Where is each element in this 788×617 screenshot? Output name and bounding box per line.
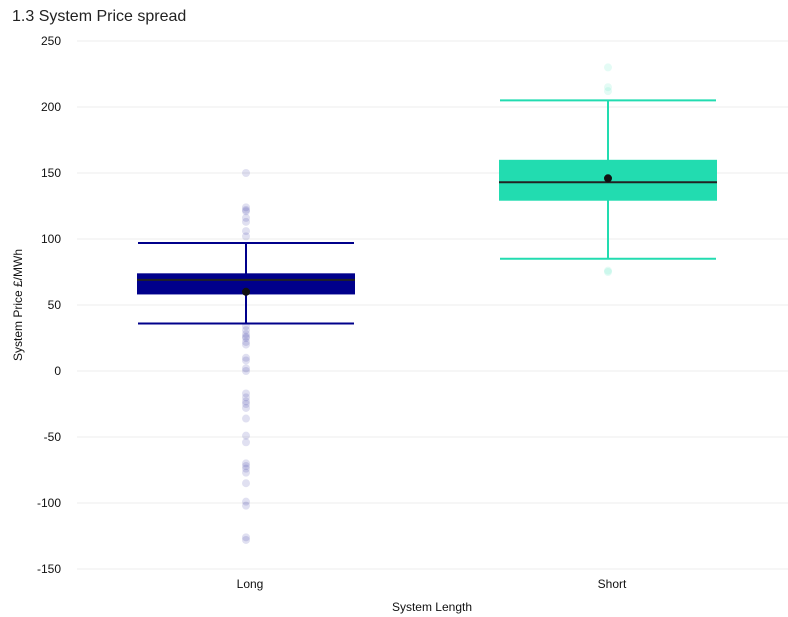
- outlier-point: [242, 464, 250, 473]
- outlier-point: [242, 414, 250, 423]
- outlier-point: [242, 459, 250, 468]
- outlier-point: [604, 268, 612, 276]
- x-tick-label: Long: [237, 577, 264, 591]
- outlier-point: [604, 83, 612, 92]
- outlier-point: [242, 535, 250, 544]
- outlier-point: [242, 232, 250, 241]
- outlier-point: [242, 462, 250, 471]
- outlier-point: [242, 479, 250, 488]
- chart-title: 1.3 System Price spread: [12, 8, 187, 25]
- outlier-point: [242, 393, 250, 402]
- outlier-point: [242, 332, 250, 341]
- outlier-point: [242, 217, 250, 226]
- grid-layer: [77, 40, 788, 570]
- outlier-point: [242, 497, 250, 506]
- outlier-point: [242, 389, 250, 398]
- outlier-point: [242, 340, 250, 349]
- outlier-point: [242, 213, 250, 222]
- outlier-point: [242, 397, 250, 406]
- outlier-point: [242, 400, 250, 408]
- outlier-point: [604, 266, 612, 275]
- box-long: [137, 169, 355, 544]
- x-axis-title: System Length: [392, 600, 472, 614]
- y-tick-label: 0: [54, 364, 61, 378]
- outlier-point: [242, 334, 250, 342]
- box-layer: [137, 63, 717, 544]
- outlier-point: [242, 337, 250, 346]
- iqr-box: [137, 273, 355, 295]
- outlier-point: [242, 207, 250, 216]
- y-tick-label: 100: [41, 232, 61, 246]
- outlier-point: [242, 364, 250, 373]
- outlier-point: [242, 367, 250, 375]
- outlier-point: [604, 87, 612, 96]
- outlier-point: [242, 326, 250, 335]
- outlier-point: [242, 533, 250, 542]
- y-tick-labels: 250 200 150 100 50 0 -50 -100 -150: [37, 34, 61, 576]
- y-tick-label: -150: [37, 562, 61, 576]
- x-tick-labels: Long Short: [237, 577, 627, 591]
- outlier-point: [242, 356, 250, 365]
- x-tick-label: Short: [598, 577, 627, 591]
- box-short: [499, 63, 717, 276]
- outlier-point: [242, 330, 250, 339]
- outlier-point: [242, 431, 250, 440]
- mean-point: [604, 174, 612, 183]
- outlier-point: [242, 468, 250, 477]
- outlier-point: [242, 501, 250, 510]
- outlier-point: [242, 353, 250, 362]
- y-axis-title: System Price £/MWh: [11, 249, 25, 361]
- outlier-point: [604, 63, 612, 72]
- y-tick-label: -50: [44, 430, 62, 444]
- y-tick-label: 200: [41, 100, 61, 114]
- outlier-point: [242, 169, 250, 177]
- outlier-point: [242, 403, 250, 412]
- y-tick-label: 50: [48, 298, 62, 312]
- y-tick-label: 250: [41, 34, 61, 48]
- mean-point: [242, 287, 250, 296]
- y-tick-label: -100: [37, 496, 61, 510]
- outlier-point: [242, 203, 250, 212]
- outlier-point: [242, 438, 250, 447]
- outlier-point: [242, 227, 250, 236]
- y-tick-label: 150: [41, 166, 61, 180]
- outlier-point: [242, 205, 250, 214]
